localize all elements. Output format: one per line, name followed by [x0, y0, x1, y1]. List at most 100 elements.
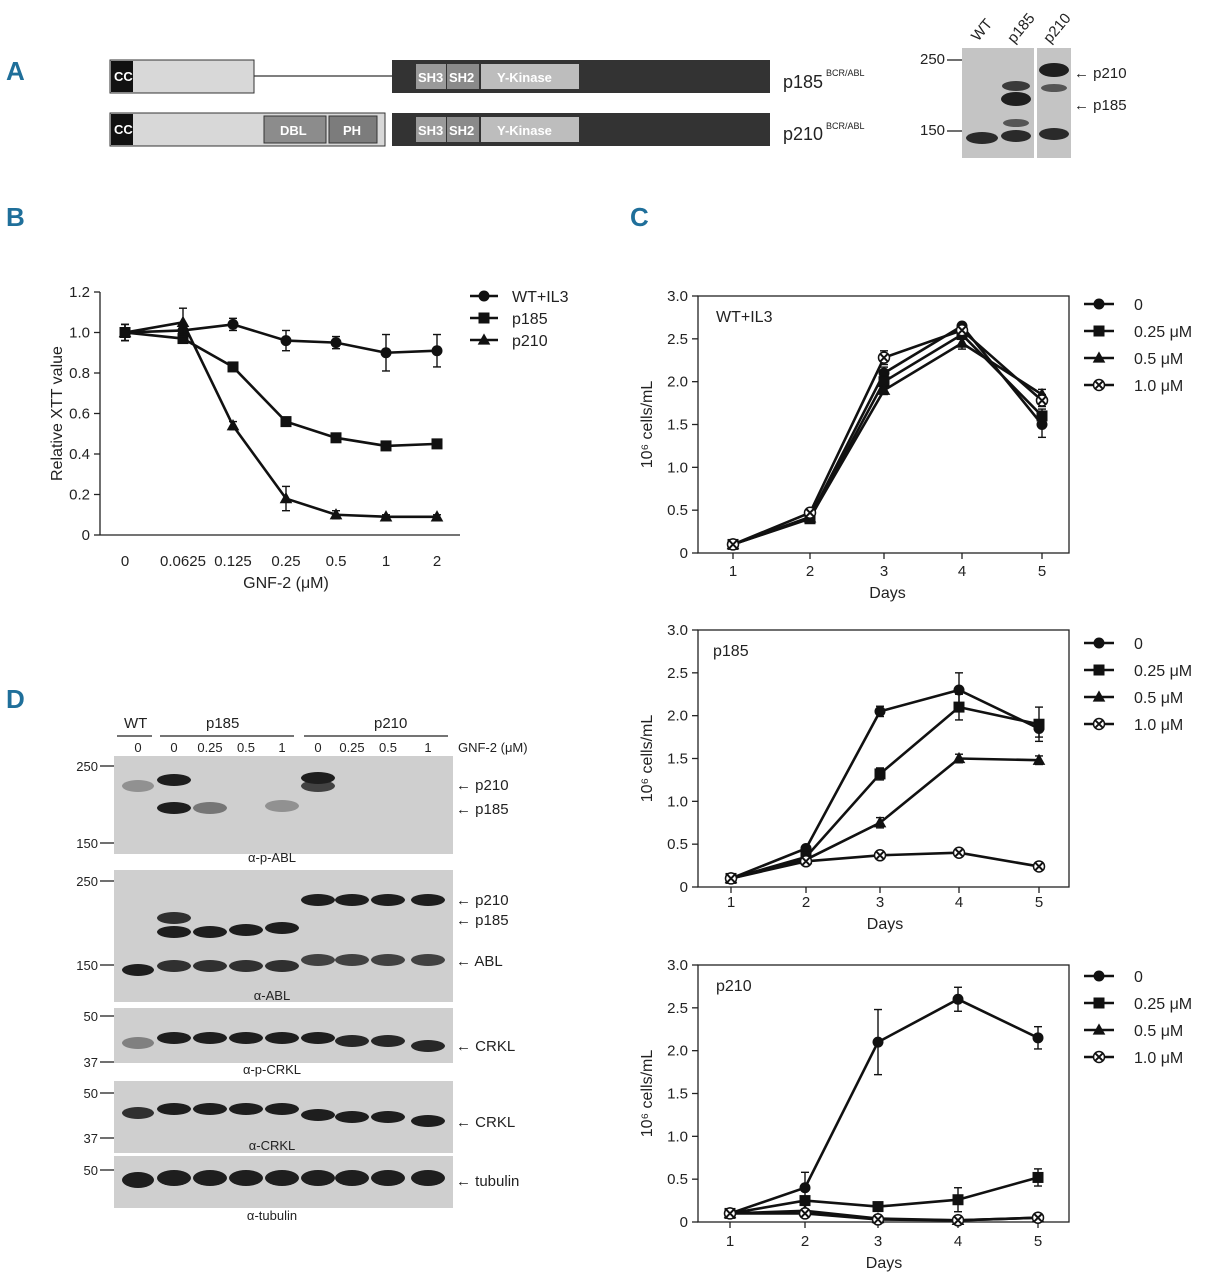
y-tick-label: 1.0 [69, 325, 90, 342]
blot-band [301, 894, 335, 906]
blot-marker: 50 [84, 1163, 98, 1178]
dbl-label: DBL [280, 123, 307, 138]
series-x [726, 324, 1049, 551]
sh3-label: SH3 [418, 70, 443, 85]
blot-antibody-label: α-p-CRKL [243, 1062, 301, 1077]
blot-strip: 50 37 ← CRKL α-p-CRKL [84, 1008, 515, 1077]
y-tick-label: 2.0 [667, 708, 688, 725]
blot-band [1001, 92, 1031, 106]
blot-band [265, 800, 299, 812]
blot-band [371, 1035, 405, 1047]
y-tick-label: 1.5 [667, 417, 688, 434]
blot-marker: 150 [76, 836, 98, 851]
blot-antibody-label: α-p-ABL [248, 850, 296, 865]
x-axis-label: Days [869, 585, 905, 602]
y-tick-label: 1.0 [667, 1128, 688, 1145]
lane-label: 0.25 [197, 740, 222, 755]
plot-frame [697, 295, 1070, 554]
ph-domain [328, 115, 378, 144]
data-point [1032, 1032, 1044, 1044]
y-tick-label: 0.2 [69, 487, 90, 504]
construct-name: p185 [783, 72, 823, 92]
data-point [878, 376, 890, 388]
legend-marker [477, 333, 491, 345]
data-point [872, 1201, 884, 1213]
sh3-domain [416, 64, 446, 89]
blot-band [411, 1040, 445, 1052]
y-tick-label: 2.0 [667, 374, 688, 391]
blot-band [193, 1032, 227, 1044]
x-tick-label: 0.5 [326, 553, 347, 570]
blot-arrow-label: ← ABL [456, 953, 503, 970]
y-tick-label: 3.0 [667, 288, 688, 305]
blot-band [1041, 84, 1067, 92]
blot-band [301, 780, 335, 792]
lane-label: 0 [170, 740, 177, 755]
blot-marker: 37 [84, 1055, 98, 1070]
blot-arrow-label: ← p185 [456, 801, 509, 818]
blot-band [335, 954, 369, 966]
x-tick-label: 0.125 [214, 553, 252, 570]
blot-band [193, 1103, 227, 1115]
kinase-domain [481, 117, 579, 142]
y-tick-label: 0.5 [667, 836, 688, 853]
blot-band [1001, 130, 1031, 142]
data-point [118, 325, 132, 338]
blot-band [229, 924, 263, 936]
blot-band [371, 954, 405, 966]
series-x [723, 1207, 1045, 1227]
blot-marker: 150 [76, 958, 98, 973]
blot-lane-label: p185 [1004, 10, 1038, 46]
data-point-cross [1034, 861, 1044, 871]
data-point-cross [954, 848, 964, 858]
lane-label: 0.25 [339, 740, 364, 755]
series-line [730, 688, 1040, 880]
blot-band [265, 1103, 299, 1115]
treatment-label: GNF-2 (μM) [458, 740, 528, 755]
group-label-p185: p185 [206, 715, 239, 732]
blot-band [157, 802, 191, 814]
y-tick-label: 0 [680, 879, 688, 896]
blot-strip: 250 150 ← p210 ← p185 ← ABL α-ABL [76, 870, 509, 1003]
data-point [872, 1036, 884, 1048]
x-tick-label: 0 [121, 553, 129, 570]
x-tick-label: 2 [806, 563, 814, 580]
blot-band [122, 1037, 154, 1049]
y-tick-label: 2.5 [667, 1000, 688, 1017]
legend: 0 0.25 μM 0.5 μM 1.0 μM [1084, 636, 1192, 734]
x-tick-label: 4 [958, 563, 966, 580]
data-point [952, 751, 966, 764]
lane-label: 0.5 [379, 740, 397, 755]
y-tick-label: 3.0 [667, 622, 688, 639]
y-tick-label: 0 [680, 545, 688, 562]
x-tick-label: 4 [955, 894, 963, 911]
data-point [379, 510, 393, 522]
cc-label: CC [114, 69, 133, 84]
y-axis-label: Relative XTT value [49, 346, 66, 481]
blot-arrow-label: ← p185 [1074, 97, 1127, 114]
construct-p210: CC DBL PH SH3 SH2 Y-Kinase p210 BCR/ABL [109, 112, 865, 147]
data-point-cross [728, 539, 738, 549]
y-tick-label: 0 [680, 1214, 688, 1231]
x-tick-label: 5 [1034, 1233, 1042, 1250]
data-point [227, 361, 239, 373]
data-point [1033, 718, 1045, 730]
data-point [874, 768, 886, 780]
data-point [955, 336, 969, 348]
legend-label: 0.25 μM [1134, 324, 1192, 341]
data-point [280, 335, 292, 347]
legend-label: 1.0 μM [1134, 1050, 1183, 1067]
x-tick-label: 4 [954, 1233, 962, 1250]
data-point-cross [726, 873, 736, 883]
chart-title: p185 [713, 643, 749, 660]
legend-marker-cross [1094, 380, 1104, 390]
cc-domain [111, 61, 133, 92]
panel-label-d: D [6, 684, 25, 714]
data-point [430, 510, 444, 522]
chart-c3: 0 0.5 1.0 1.5 2.0 2.5 3.0 1 2 3 4 5 Days 10⁶ cells/mL… [639, 957, 1192, 1272]
legend-marker [1093, 325, 1105, 337]
blot-marker: 250 [76, 759, 98, 774]
blot-band [966, 132, 998, 144]
panel-label-c: C [630, 202, 649, 232]
group-label-wt: WT [124, 715, 147, 732]
